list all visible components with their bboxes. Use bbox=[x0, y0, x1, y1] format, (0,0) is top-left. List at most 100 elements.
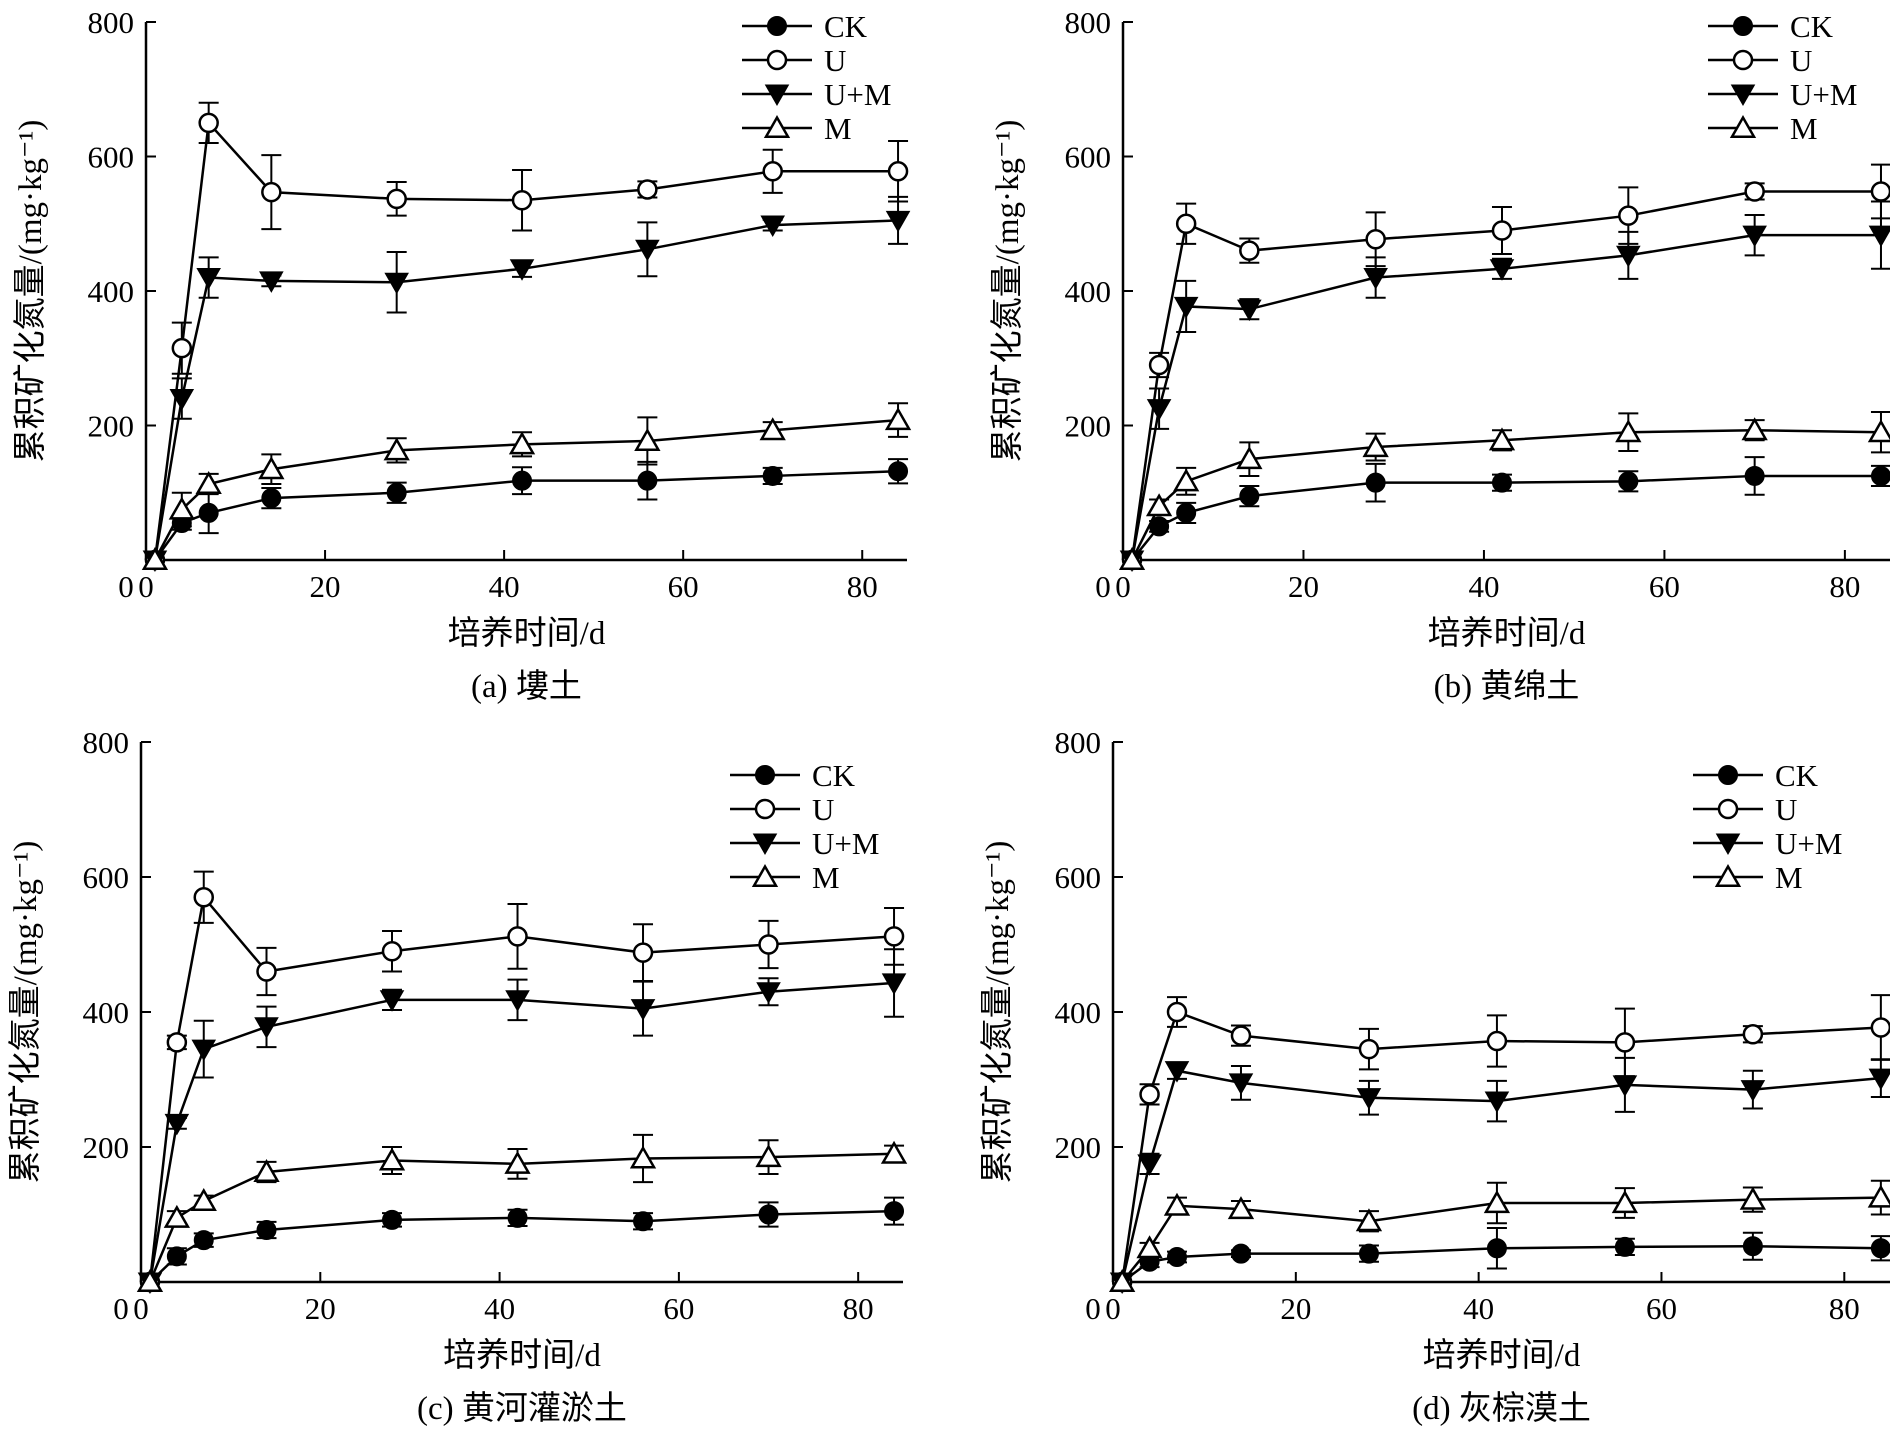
data-point bbox=[384, 272, 409, 295]
data-point bbox=[1742, 225, 1767, 248]
data-point bbox=[1237, 299, 1262, 322]
legend-label: CK bbox=[824, 9, 868, 44]
series-u bbox=[144, 101, 909, 571]
series-ck bbox=[144, 458, 909, 570]
data-point bbox=[1163, 1192, 1191, 1216]
data-point bbox=[1615, 419, 1642, 443]
legend-label: CK bbox=[1775, 758, 1819, 793]
data-point bbox=[511, 189, 533, 211]
data-point bbox=[1744, 181, 1765, 202]
data-point bbox=[633, 1211, 654, 1232]
data-point bbox=[1137, 1154, 1162, 1176]
x-tick-label: 40 bbox=[1463, 1291, 1494, 1326]
data-point bbox=[1362, 434, 1389, 458]
data-point bbox=[887, 161, 909, 182]
data-point bbox=[637, 470, 658, 491]
data-point bbox=[509, 259, 535, 281]
x-tick-label: 40 bbox=[1468, 569, 1499, 604]
data-point bbox=[634, 427, 661, 452]
y-tick-label: 600 bbox=[83, 860, 130, 895]
data-point bbox=[386, 188, 407, 210]
data-point bbox=[1867, 1184, 1890, 1208]
series-m bbox=[136, 1133, 908, 1293]
series-m bbox=[1108, 1179, 1890, 1293]
data-point bbox=[379, 990, 405, 1012]
data-point bbox=[1618, 471, 1639, 492]
data-point bbox=[1355, 1208, 1383, 1232]
data-point bbox=[1239, 486, 1260, 507]
data-point bbox=[1358, 1038, 1380, 1060]
data-point bbox=[1614, 1236, 1635, 1257]
data-point bbox=[635, 239, 660, 262]
data-point bbox=[880, 1140, 908, 1164]
legend-marker bbox=[751, 864, 779, 888]
legend-marker bbox=[764, 84, 790, 106]
data-point bbox=[884, 407, 912, 431]
x-tick-label: 60 bbox=[1649, 569, 1680, 604]
x-tick-label: 40 bbox=[489, 569, 520, 604]
x-tick-label: 0 bbox=[1105, 1291, 1121, 1326]
data-point bbox=[1365, 472, 1386, 493]
data-point bbox=[1108, 1269, 1136, 1293]
data-point bbox=[1486, 1030, 1508, 1052]
legend-marker bbox=[752, 833, 778, 855]
data-point bbox=[881, 973, 907, 995]
legend-label: U+M bbox=[812, 826, 879, 861]
legend-marker bbox=[1733, 16, 1753, 36]
y-axis-label: 累积矿化氮量/(mg·kg⁻¹) bbox=[989, 120, 1026, 463]
series-u-plus-m bbox=[137, 948, 907, 1294]
x-axis-label: 培养时间/d bbox=[1428, 615, 1586, 652]
data-point bbox=[1227, 1196, 1255, 1220]
legend-label: CK bbox=[1790, 9, 1834, 44]
origin-label: 0 bbox=[113, 1291, 129, 1326]
data-point bbox=[1867, 419, 1890, 443]
series-u bbox=[1121, 163, 1890, 571]
x-tick-label: 80 bbox=[1829, 1291, 1860, 1326]
legend-label: U bbox=[824, 43, 846, 78]
data-point bbox=[168, 496, 195, 520]
x-tick-label: 0 bbox=[1115, 569, 1131, 604]
legend-label: U+M bbox=[1790, 77, 1857, 112]
data-point bbox=[164, 1113, 190, 1136]
legend-label: M bbox=[1775, 860, 1803, 895]
data-point bbox=[512, 470, 533, 491]
y-tick-label: 400 bbox=[1055, 995, 1102, 1030]
data-point bbox=[256, 1220, 277, 1241]
data-point bbox=[191, 1039, 217, 1062]
series-ck bbox=[1112, 1227, 1890, 1292]
data-point bbox=[198, 502, 219, 523]
x-tick-label: 60 bbox=[668, 569, 699, 604]
data-point bbox=[885, 210, 911, 233]
data-point bbox=[259, 271, 284, 293]
data-point bbox=[1739, 1186, 1767, 1210]
legend-label: M bbox=[824, 111, 852, 146]
data-point bbox=[507, 926, 528, 947]
legend-marker bbox=[1732, 49, 1754, 71]
data-point bbox=[888, 461, 909, 482]
panel-caption: (b) 黄绵土 bbox=[1434, 668, 1580, 705]
data-point bbox=[1239, 240, 1260, 261]
data-point bbox=[193, 887, 215, 908]
data-point bbox=[261, 488, 282, 509]
data-point bbox=[1744, 465, 1765, 486]
data-point bbox=[1484, 1091, 1510, 1114]
data-point bbox=[163, 1204, 191, 1228]
data-point bbox=[1868, 1068, 1890, 1091]
data-point bbox=[762, 161, 783, 182]
legend-marker bbox=[754, 798, 776, 820]
x-tick-label: 80 bbox=[843, 1291, 874, 1326]
y-tick-label: 400 bbox=[83, 995, 130, 1030]
legend-marker bbox=[1730, 84, 1756, 106]
legend-marker bbox=[767, 16, 787, 36]
legend-label: U bbox=[1775, 792, 1797, 827]
data-point bbox=[1365, 228, 1386, 250]
x-tick-label: 0 bbox=[133, 1291, 149, 1326]
series-u bbox=[139, 870, 905, 1293]
data-point bbox=[383, 437, 410, 461]
y-tick-label: 800 bbox=[1065, 5, 1112, 40]
data-point bbox=[1486, 1238, 1507, 1259]
data-point bbox=[1618, 205, 1639, 226]
data-point bbox=[141, 547, 169, 571]
